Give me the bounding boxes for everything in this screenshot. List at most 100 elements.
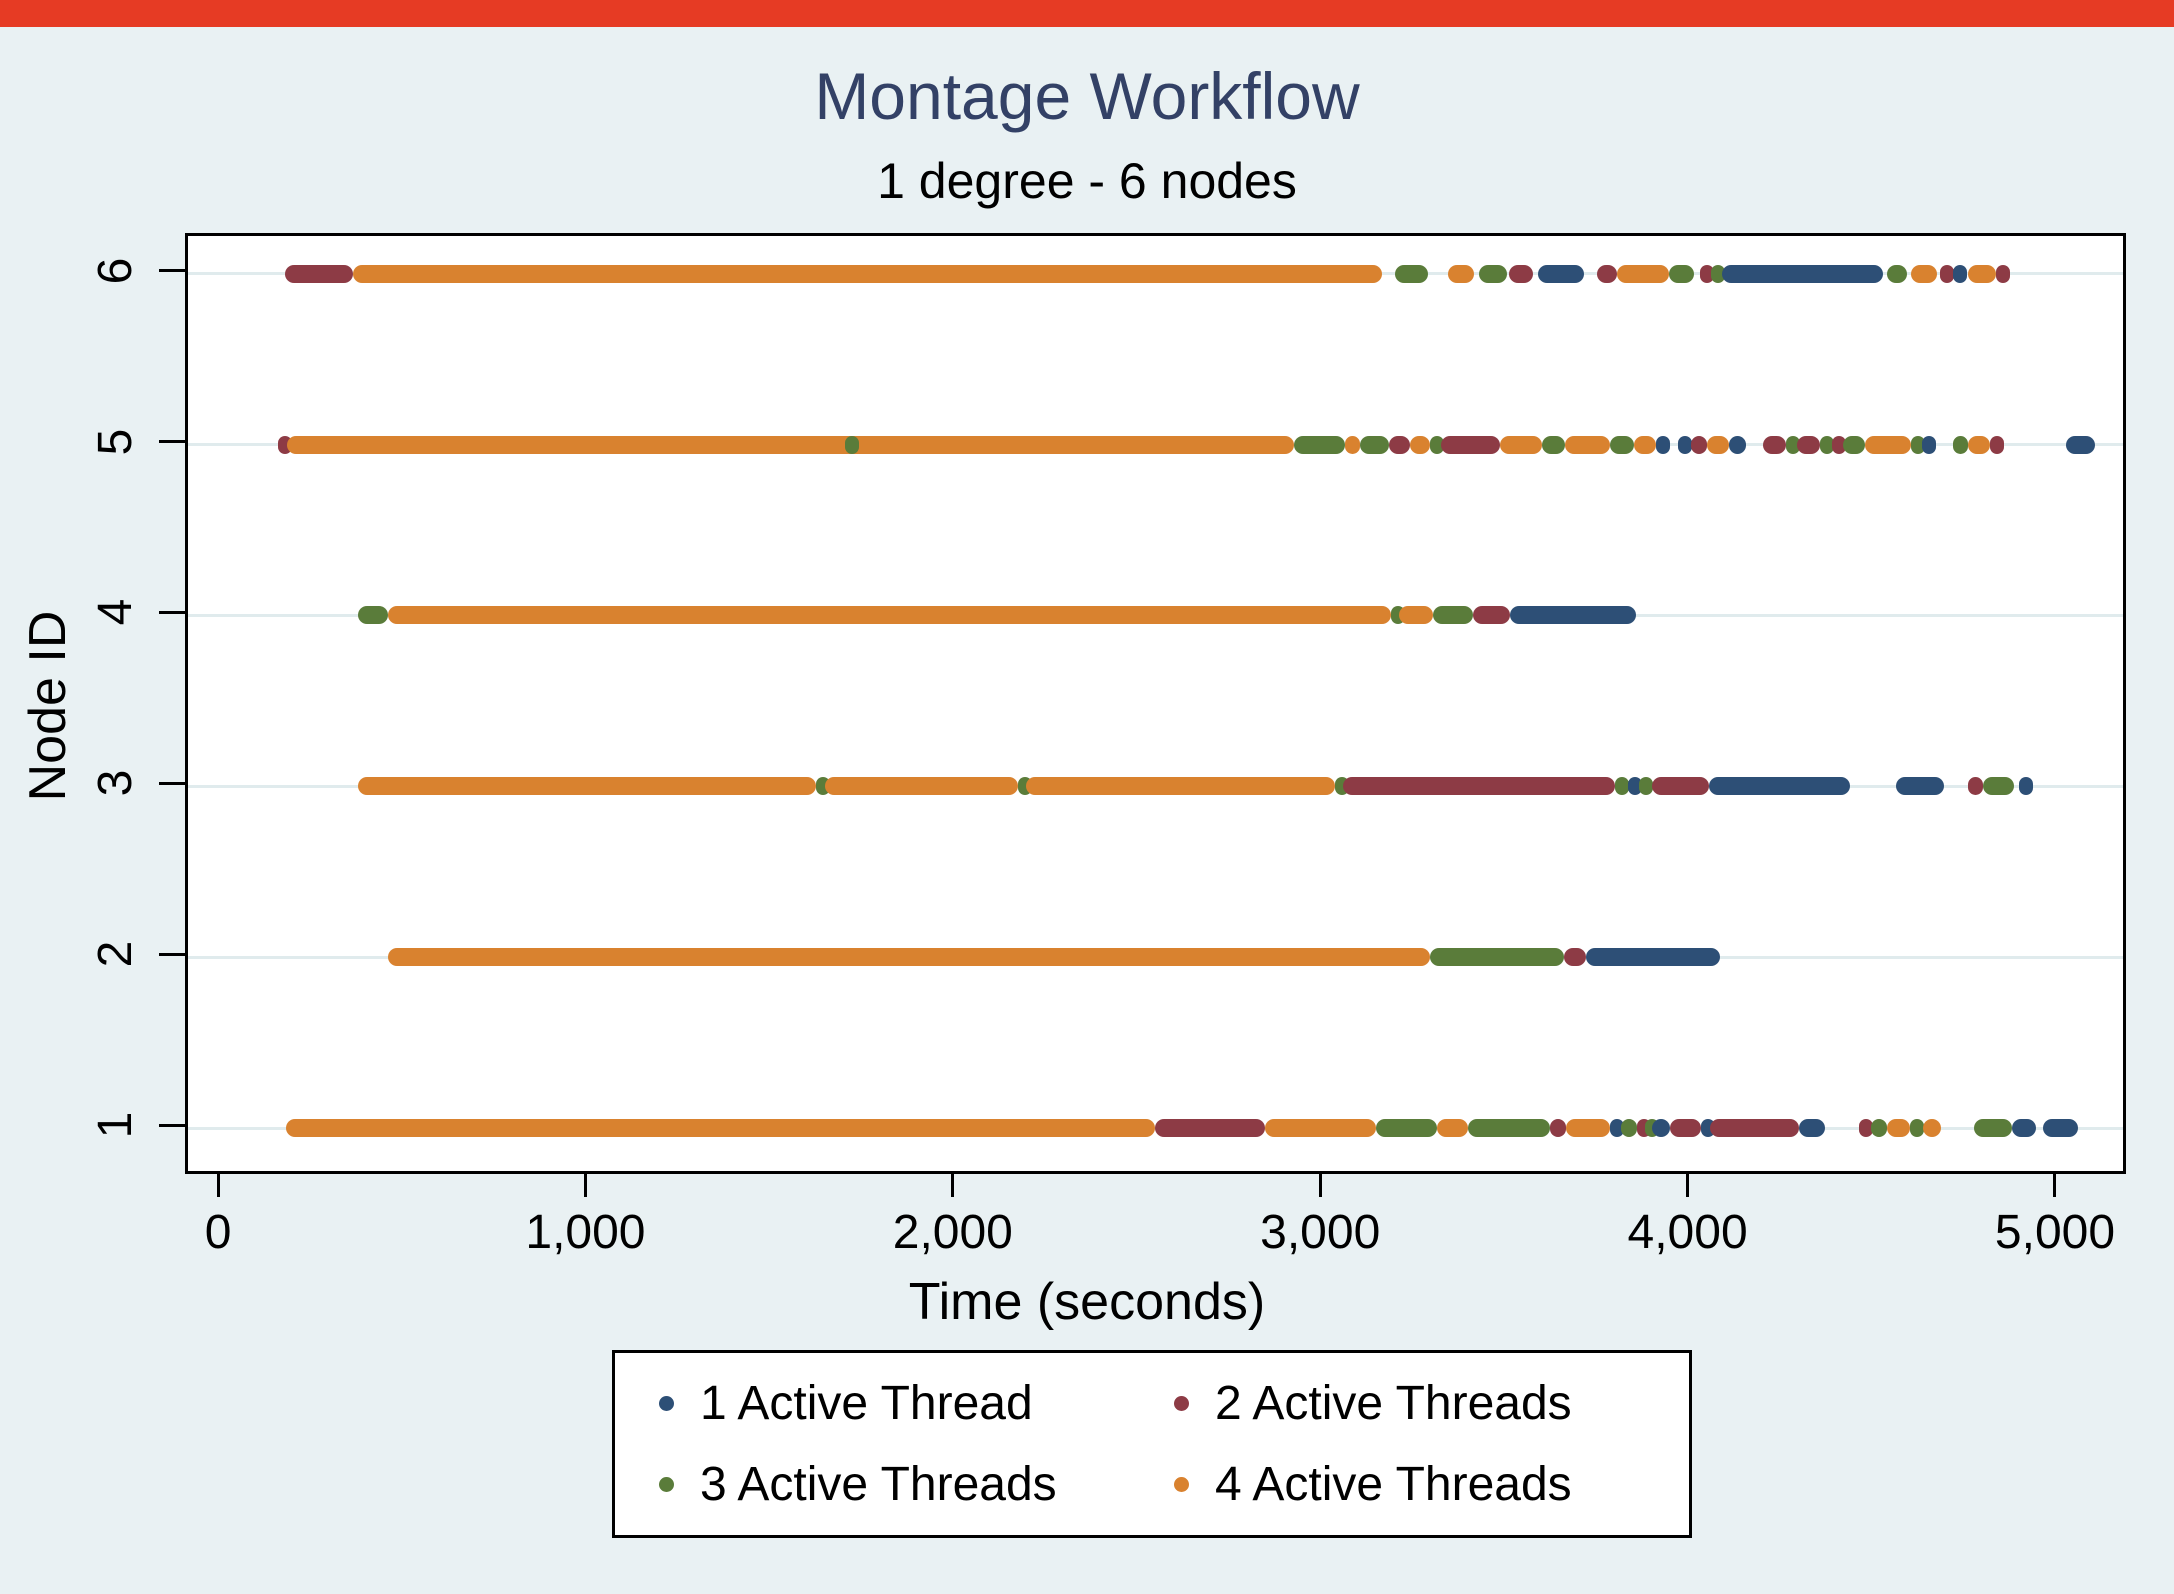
thread-segment [1585,948,1720,967]
thread-segment [1710,1119,1799,1138]
chart-title: Montage Workflow [814,59,1360,133]
thread-segment [1832,435,1847,454]
thread-segment [1995,264,2010,283]
thread-segment [1359,435,1390,454]
thread-segment [1479,264,1507,283]
thread-segment [1729,435,1746,454]
x-tick [1318,1171,1322,1197]
thread-segment [1376,1119,1438,1138]
thread-segment [1343,777,1616,796]
thread-segment [1797,435,1820,454]
thread-segment [1668,264,1695,283]
x-tick [216,1171,220,1197]
thread-segment [1394,264,1428,283]
thread-segment [1656,435,1671,454]
thread-segment [1707,435,1730,454]
thread-segment [287,435,1294,454]
thread-segment [1870,1119,1888,1138]
thread-segment [1509,606,1637,625]
thread-segment [1967,264,1996,283]
thread-segment [1448,264,1474,283]
thread-segment [1596,264,1618,283]
y-tick [159,610,185,614]
thread-segment [1762,435,1787,454]
y-tick [159,269,185,273]
thread-segment [1922,435,1937,454]
y-tick-label: 2 [88,940,142,968]
thread-segment [358,606,389,625]
x-tick [2053,1171,2057,1197]
thread-segment [388,948,1430,967]
thread-segment [1542,435,1565,454]
thread-segment [1538,264,1585,283]
thread-segment [1911,264,1937,283]
thread-segment [1499,435,1543,454]
x-tick [1686,1171,1690,1197]
legend-item: 1 Active Thread [659,1376,1174,1431]
x-axis-title: Time (seconds) [908,1273,1266,1331]
x-tick [951,1171,955,1197]
thread-segment [1690,435,1708,454]
y-tick-label: 1 [88,1111,142,1139]
thread-segment [1798,1119,1826,1138]
thread-segment [1974,1119,2013,1138]
thread-segment [1859,1119,1874,1138]
thread-segment [1437,1119,1469,1138]
y-axis-title: Node ID [19,610,77,802]
thread-segment [353,264,1382,283]
y-tick-label: 5 [88,428,142,455]
thread-segment [1652,777,1709,796]
thread-segment [1652,1119,1671,1138]
y-tick [159,440,185,444]
thread-segment [388,606,1392,625]
thread-segment [1678,435,1693,454]
thread-segment [1293,435,1346,454]
thread-segment [1473,606,1510,625]
thread-segment [2042,1119,2079,1138]
thread-segment [1786,435,1801,454]
x-tick-label: 3,000 [1260,1206,1381,1259]
thread-segment [1154,1119,1266,1138]
thread-segment [1967,435,1990,454]
thread-segment [1940,264,1955,283]
legend-item: 3 Active Threads [659,1457,1174,1512]
thread-segment [285,264,354,283]
x-tick-label: 5,000 [1994,1206,2116,1259]
thread-segment [1565,1119,1611,1138]
thread-segment [825,777,1019,796]
thread-segment [1265,1119,1377,1138]
legend-item: 2 Active Threads [1174,1376,1689,1431]
plot-area [185,233,2126,1174]
thread-segment [1508,264,1533,283]
thread-segment [1025,777,1335,796]
legend-label: 2 Active Threads [1215,1377,1572,1430]
thread-segment [1990,435,2004,454]
thread-segment [1708,777,1851,796]
thread-segment [1617,264,1669,283]
thread-segment [1967,777,1983,796]
thread-segment [2019,777,2034,796]
legend-label: 1 Active Thread [700,1377,1033,1430]
y-tick [159,781,185,785]
thread-segment [2066,435,2095,454]
legend-label: 4 Active Threads [1215,1458,1572,1511]
y-tick [159,952,185,956]
thread-segment [286,1119,1155,1138]
y-tick-label: 3 [88,770,142,797]
top-strip [0,0,2174,27]
thread-segment [1610,435,1634,454]
thread-segment [1468,1119,1550,1138]
y-tick-label: 4 [88,599,142,626]
thread-segment [1633,435,1657,454]
thread-segment [1563,948,1586,967]
thread-segment [1843,435,1866,454]
thread-segment [1819,435,1834,454]
thread-segment [1345,435,1360,454]
thread-segment [1615,777,1630,796]
thread-segment [1389,435,1410,454]
thread-segment [1621,1119,1637,1138]
legend-item: 4 Active Threads [1174,1457,1689,1512]
thread-segment [1953,264,1968,283]
thread-segment [1896,777,1945,796]
